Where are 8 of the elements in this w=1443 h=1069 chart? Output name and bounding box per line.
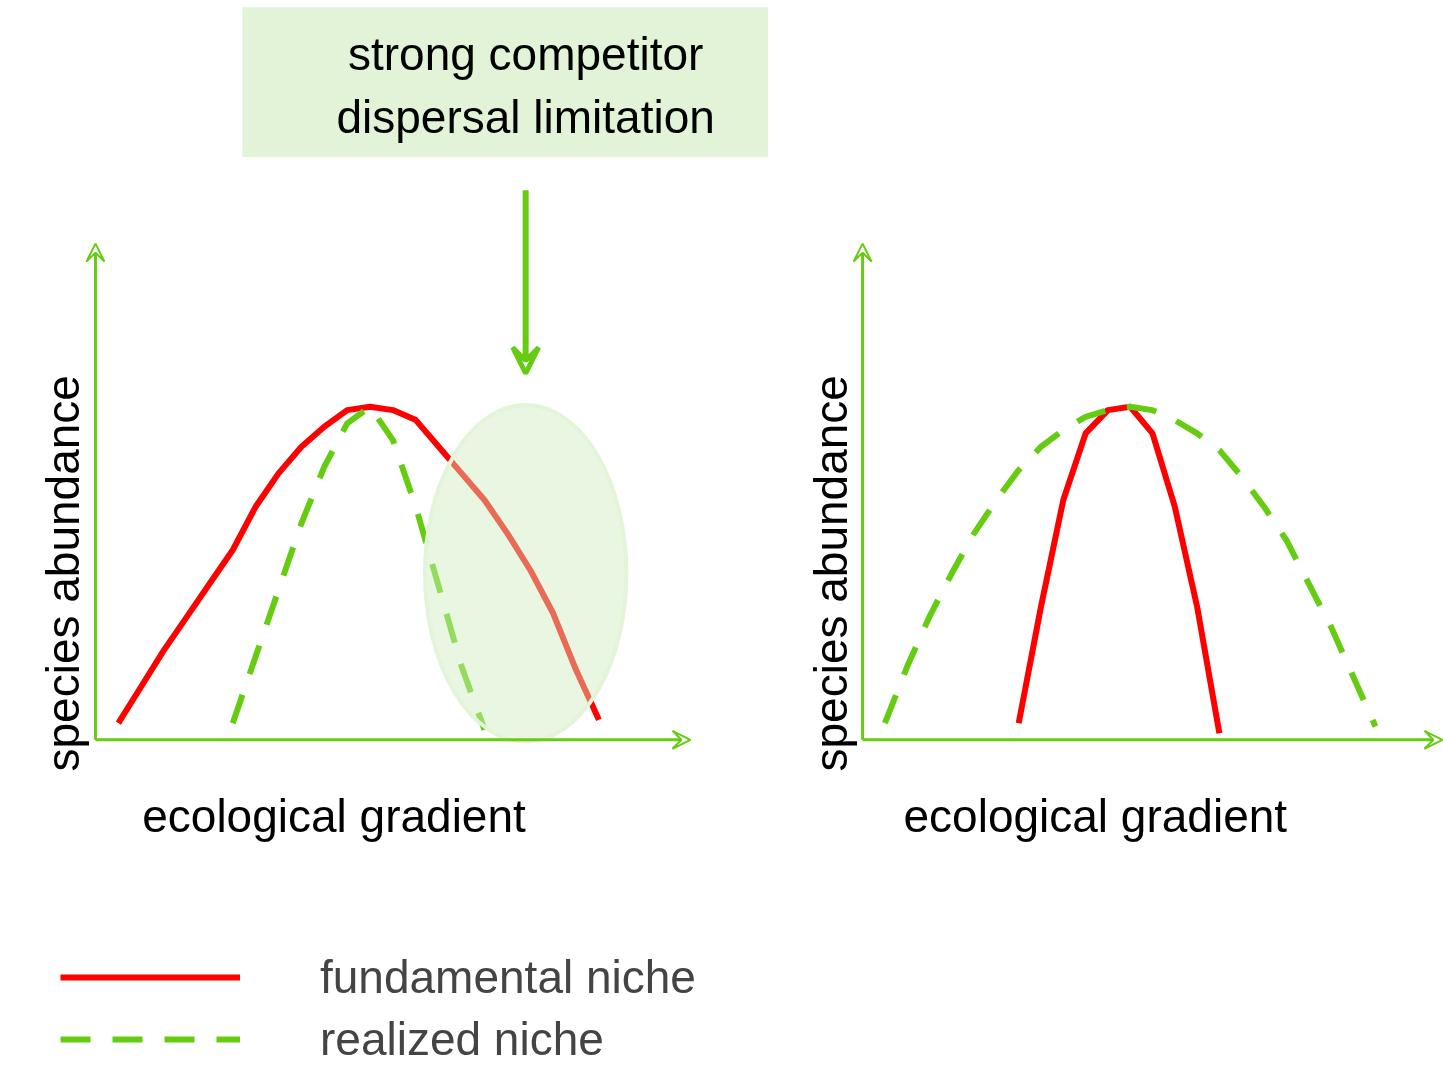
text: dispersal limitation [336, 91, 715, 144]
x-axis-title: ecological gradient [142, 790, 527, 843]
legend-label: realized niche [320, 1012, 604, 1066]
y-axis-title: species abundance [37, 375, 90, 772]
legend-label: fundamental niche [320, 950, 696, 1004]
y-axis-title: species abundance [805, 375, 858, 772]
x-axis-title: ecological gradient [903, 790, 1288, 843]
text: strong competitor [347, 27, 704, 80]
